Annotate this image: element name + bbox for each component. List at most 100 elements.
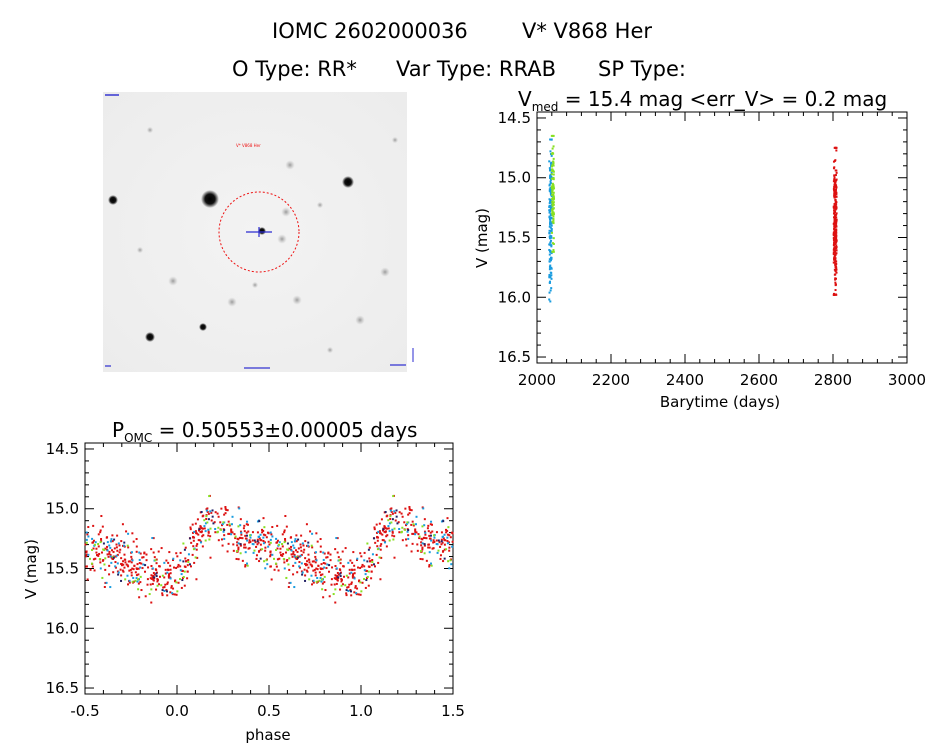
ph-point-red [216,512,219,515]
ph-point-green [126,544,129,547]
ph-point-red [307,566,310,569]
ph-point-red [342,565,345,568]
lc-point-red [834,200,837,203]
ph-point-red [200,531,203,534]
ph-point-red [260,528,263,531]
lc-point-cyan [548,209,551,212]
ph-point-cyan [271,553,274,556]
ph-point-red [91,565,94,568]
ph-point-cyan [130,551,133,554]
ph-point-red [139,552,142,555]
ph-point-red [237,548,240,551]
lc-point-cyan [548,184,551,187]
ph-point-cyan [301,542,304,545]
ph-point-dark [258,520,261,523]
lc-point-red [833,246,836,249]
lc-point-red [833,166,836,169]
ph-point-cyan [393,510,396,513]
lc-point-green [552,164,555,167]
ph-point-red [451,540,454,543]
ph-point-dark [339,572,342,575]
ph-point-red [186,570,189,573]
lc-point-red [833,256,836,259]
ph-point-cyan [307,544,310,547]
ph-point-red [152,537,155,540]
ph-point-red [288,547,291,550]
ph-point-red [312,560,315,563]
ph-point-dark [182,560,185,563]
ph-point-cyan [126,574,129,577]
ph-point-cyan [187,553,190,556]
lc-point-cyan [550,274,553,277]
ph-point-red [165,559,168,562]
x-tick-label: 3000 [888,371,926,389]
ph-point-green [183,570,186,573]
ph-point-red [397,521,400,524]
ph-point-cyan [244,551,247,554]
ph-point-red [376,539,379,542]
ph-point-cyan [430,520,433,523]
ph-point-red [314,561,317,564]
ph-point-red [339,588,342,591]
lc-point-cyan [549,180,552,183]
ph-point-red [166,581,169,584]
ph-point-red [333,583,336,586]
finder-star [146,126,154,134]
lc-point-red [834,195,837,198]
ph-point-red [151,582,154,585]
ph-point-red [307,553,310,556]
ph-point-red [432,539,435,542]
ph-point-red [92,539,95,542]
ph-point-red [325,556,328,559]
ph-point-red [161,594,164,597]
ph-point-red [221,544,224,547]
ph-point-cyan [108,544,111,547]
lc-point-green [551,203,554,206]
ph-point-red [291,555,294,558]
ph-point-dark [181,579,184,582]
ph-point-green [175,581,178,584]
ph-point-cyan [377,530,380,533]
ph-point-red [156,580,159,583]
ph-point-red [420,541,423,544]
ph-point-cyan [252,543,255,546]
ph-point-red [374,541,377,544]
ph-point-red [273,568,276,571]
lc-point-red [833,231,836,234]
lc-point-cyan [549,289,552,292]
ph-point-red [386,514,389,517]
ph-point-dark [391,518,394,521]
ph-point-red [299,546,302,549]
header-otype: O Type: RR* [232,57,357,81]
ph-point-red [319,574,322,577]
lc-point-red [832,205,835,208]
ph-point-cyan [163,589,166,592]
ph-point-red [344,547,347,550]
ph-point-red [439,545,442,548]
ph-point-cyan [179,569,182,572]
ph-point-red [354,586,357,589]
ph-point-red [128,581,131,584]
ph-point-red [217,515,220,518]
ph-point-red [278,557,281,560]
ph-point-dark [189,537,192,540]
ph-point-red [249,540,252,543]
lc-point-cyan [548,206,551,209]
ph-point-red [401,515,404,518]
ph-point-red [239,544,242,547]
ph-point-red [349,559,352,562]
ph-point-red [283,529,286,532]
ph-point-green [344,584,347,587]
ph-point-red [119,548,122,551]
ph-point-dark [440,540,443,543]
ph-point-red [93,569,96,572]
lc-point-red [834,202,837,205]
ph-point-cyan [171,592,174,595]
lc-point-green [551,211,554,214]
ph-point-red [359,567,362,570]
lc-point-red [834,263,837,266]
ph-point-red [284,515,287,518]
ph-point-red [149,583,152,586]
lc-point-green [552,157,555,160]
ph-point-cyan [239,524,242,527]
